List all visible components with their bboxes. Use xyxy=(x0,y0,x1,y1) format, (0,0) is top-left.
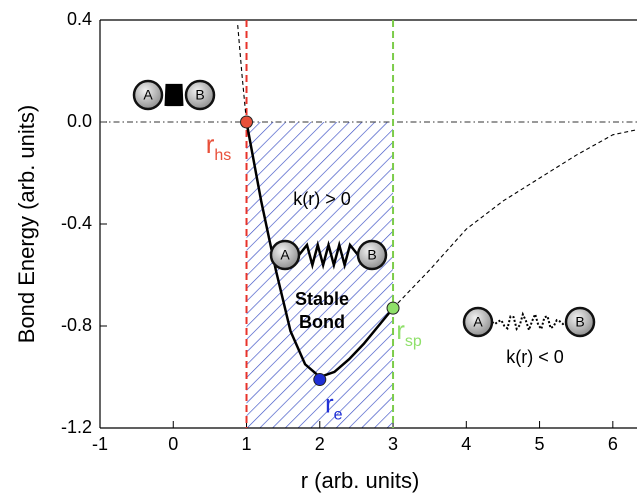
point-label-letter: r xyxy=(396,315,405,345)
point-label-subscript: sp xyxy=(405,333,422,350)
x-tick-label: 5 xyxy=(535,434,545,454)
point-label-letter: r xyxy=(325,388,334,418)
atom-label: A xyxy=(143,87,153,103)
point xyxy=(314,374,326,386)
annotation: k(r) < 0 xyxy=(506,347,564,367)
atom-label: A xyxy=(280,247,290,263)
y-tick-label: 0.0 xyxy=(67,111,92,131)
point-label-subscript: hs xyxy=(214,147,231,164)
energy-curve xyxy=(393,130,637,309)
atom-label: B xyxy=(367,247,376,263)
bond-broken xyxy=(492,314,566,330)
y-tick-label: -1.2 xyxy=(61,417,92,437)
y-axis-title: Bond Energy (arb. units) xyxy=(14,105,39,343)
x-tick-label: 0 xyxy=(168,434,178,454)
x-tick-label: 3 xyxy=(388,434,398,454)
x-tick-label: -1 xyxy=(92,434,108,454)
point-label: rhs xyxy=(206,129,232,164)
y-tick-label: -0.4 xyxy=(61,213,92,233)
chart: r (arb. units) Bond Energy (arb. units) … xyxy=(0,0,637,493)
atom-label: B xyxy=(195,87,204,103)
point xyxy=(241,116,253,128)
x-tick-label: 2 xyxy=(315,434,325,454)
annotation: k(r) > 0 xyxy=(293,189,351,209)
energy-curve xyxy=(238,25,247,122)
x-tick-label: 6 xyxy=(608,434,618,454)
atom-label: A xyxy=(473,314,483,330)
x-tick-label: 1 xyxy=(242,434,252,454)
y-tick-label: 0.4 xyxy=(67,9,92,29)
annotation: Bond xyxy=(299,312,345,332)
point-label: rsp xyxy=(396,315,422,350)
annotation: Stable xyxy=(295,289,349,309)
point-label-letter: r xyxy=(206,129,215,159)
atom-label: B xyxy=(575,314,584,330)
y-tick-label: -0.8 xyxy=(61,315,92,335)
point-label-subscript: e xyxy=(334,407,343,424)
point xyxy=(387,302,399,314)
bond-spring xyxy=(166,84,182,106)
x-tick-label: 4 xyxy=(461,434,471,454)
x-axis-title: r (arb. units) xyxy=(301,468,420,493)
